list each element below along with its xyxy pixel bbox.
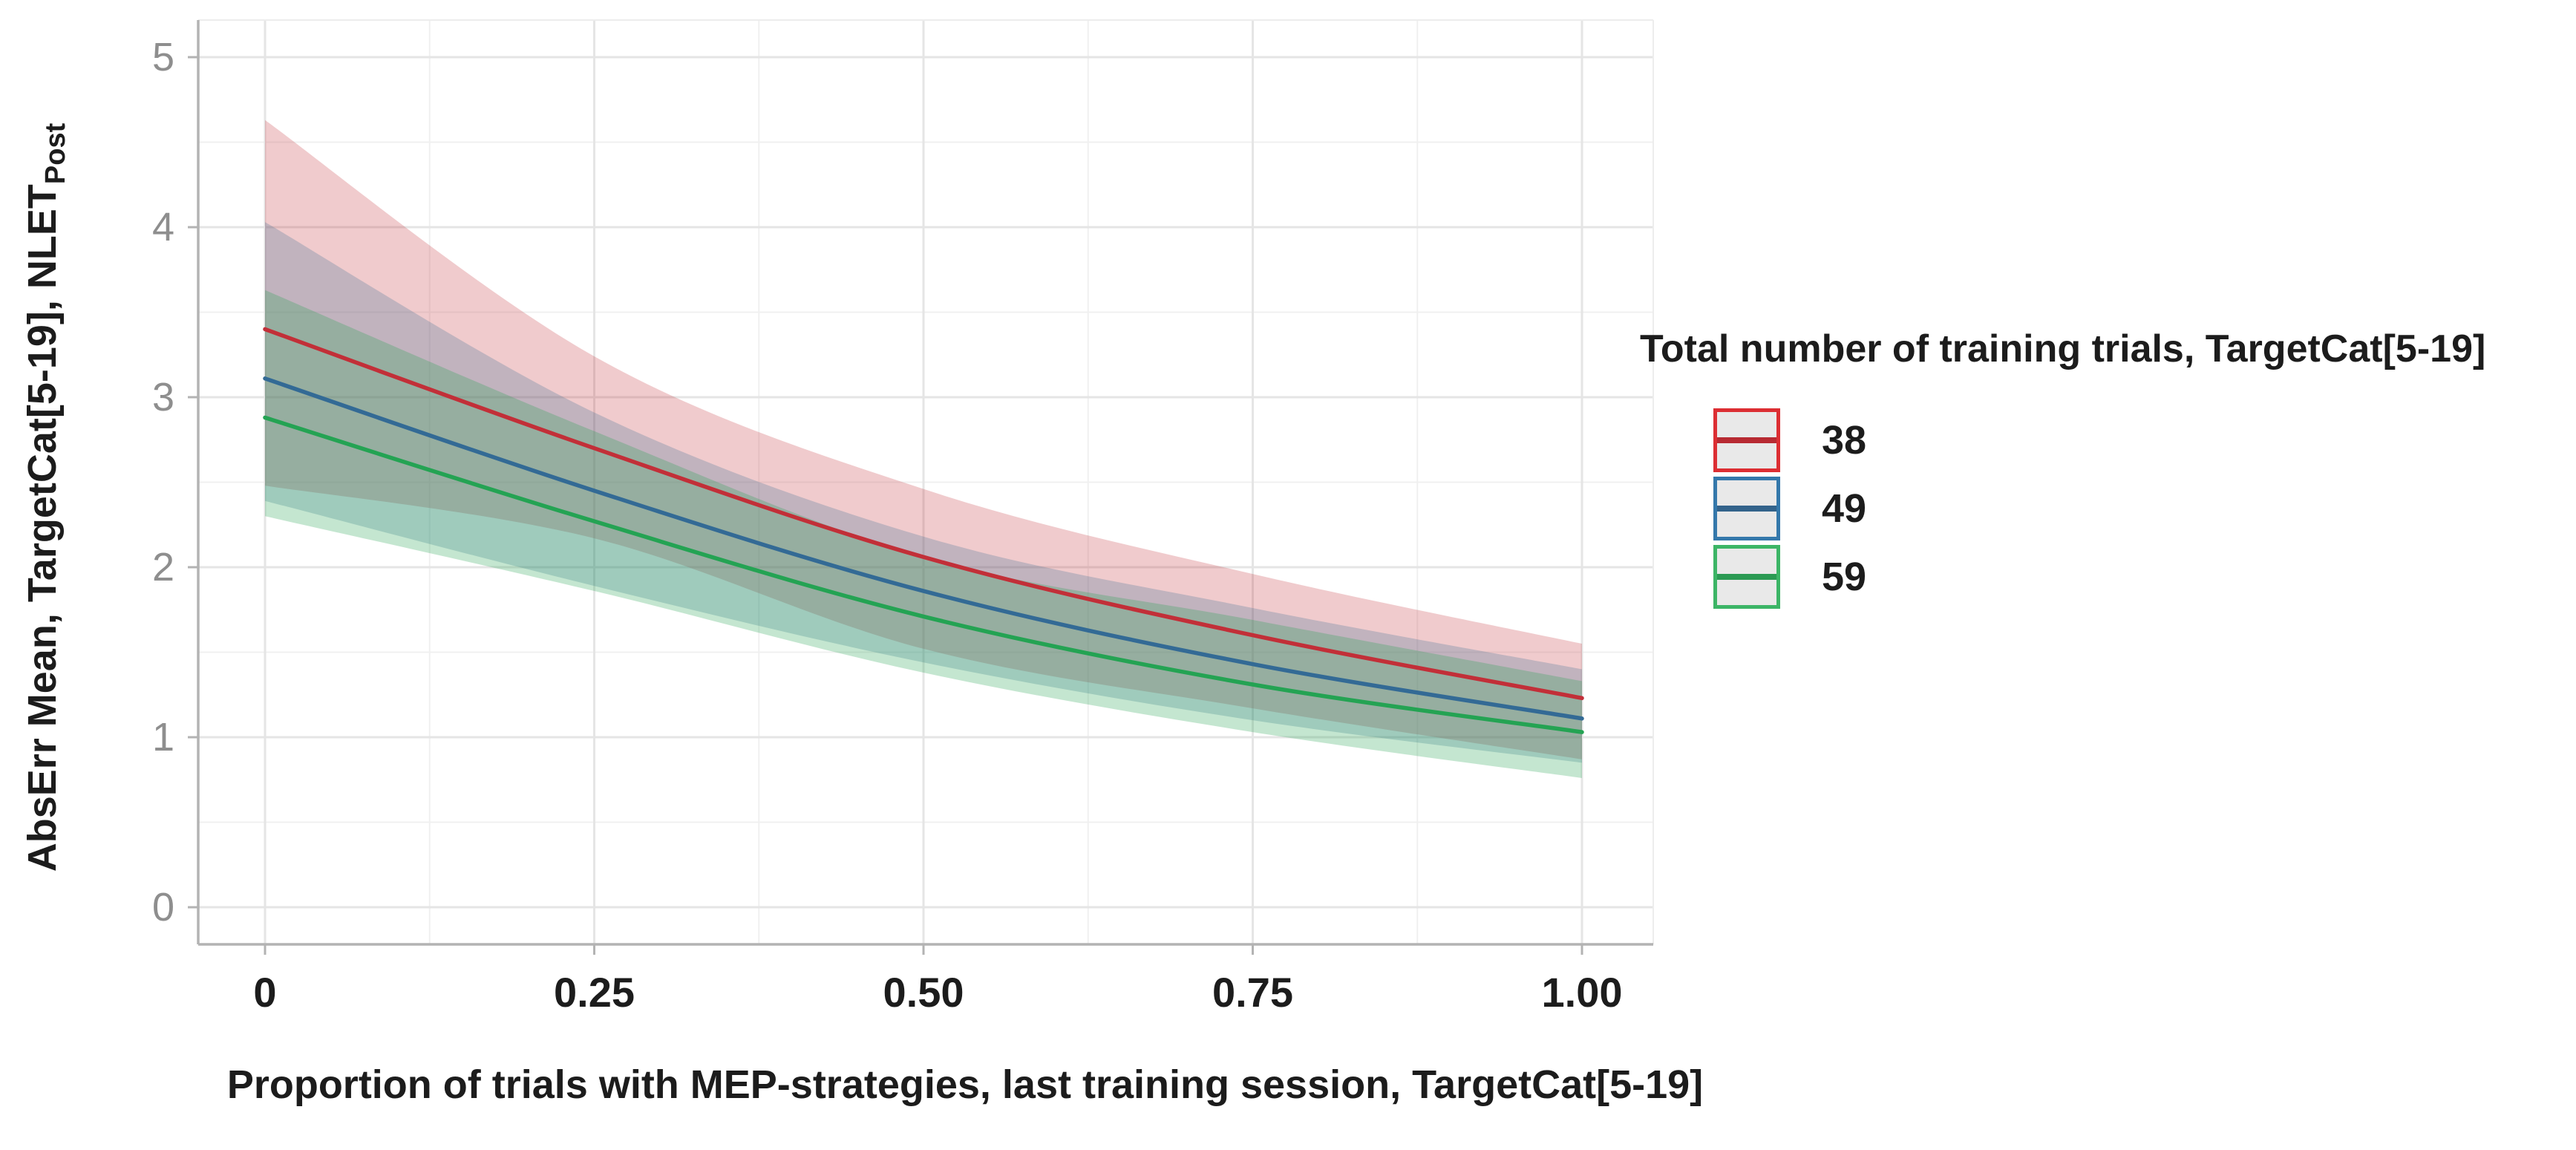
y-tick-label-4: 4: [151, 205, 174, 249]
confidence-ribbons: [265, 120, 1582, 778]
legend-item-59: 59: [1713, 545, 2485, 609]
tick-marks: [188, 56, 1583, 955]
x-tick-label-0: 0: [253, 969, 277, 1016]
legend-key-line-59: [1717, 574, 1776, 580]
legend-title: Total number of training trials, TargetC…: [1640, 327, 2486, 370]
line-59: [263, 415, 1584, 734]
legend-key-swatch-49: [1713, 477, 1780, 540]
regression-lines: [263, 327, 1584, 734]
y-tick-label-0: 0: [151, 885, 174, 930]
legend-key-line-49: [1717, 506, 1776, 512]
y-tick-label-5: 5: [151, 35, 174, 79]
legend-item-49: 49: [1713, 477, 2485, 540]
y-tick-label-2: 2: [151, 545, 174, 589]
legend-item-label-38: 38: [1822, 418, 1867, 463]
y-axis-title-text: AbsErr Mean, TargetCat[5-19], NLET: [20, 184, 65, 872]
legend-items: 38 49 59: [1713, 408, 2485, 609]
legend-key-line-38: [1717, 437, 1776, 443]
minor-gridlines: [198, 20, 1653, 944]
legend-key-swatch-59: [1713, 545, 1780, 609]
ribbon-59: [265, 290, 1582, 778]
panel-edges: [198, 19, 1654, 944]
y-tick-label-3: 3: [151, 375, 174, 419]
line-49: [263, 376, 1584, 721]
x-tick-label-2: 0.50: [883, 969, 964, 1016]
x-tick-label-4: 1.00: [1541, 969, 1623, 1016]
x-tick-label-1: 0.25: [554, 969, 635, 1016]
legend-key-swatch-38: [1713, 408, 1780, 472]
x-tick-label-3: 0.75: [1212, 969, 1293, 1016]
axis-lines: [197, 20, 1653, 946]
y-axis-title-subscript: Post: [39, 122, 71, 185]
y-tick-label-1: 1: [151, 715, 174, 759]
legend-item-38: 38: [1713, 408, 2485, 472]
major-gridlines: [198, 20, 1653, 944]
line-38: [263, 327, 1584, 701]
legend-item-label-59: 59: [1822, 555, 1867, 599]
legend: Total number of training trials, TargetC…: [1640, 325, 2485, 609]
ribbon-49: [265, 222, 1582, 763]
x-axis-title: Proportion of trials with MEP-strategies…: [226, 1062, 1704, 1107]
legend-item-label-49: 49: [1822, 486, 1867, 531]
y-axis-title: AbsErr Mean, TargetCat[5-19], NLETPost: [17, 0, 71, 1091]
ribbon-38: [265, 120, 1582, 759]
